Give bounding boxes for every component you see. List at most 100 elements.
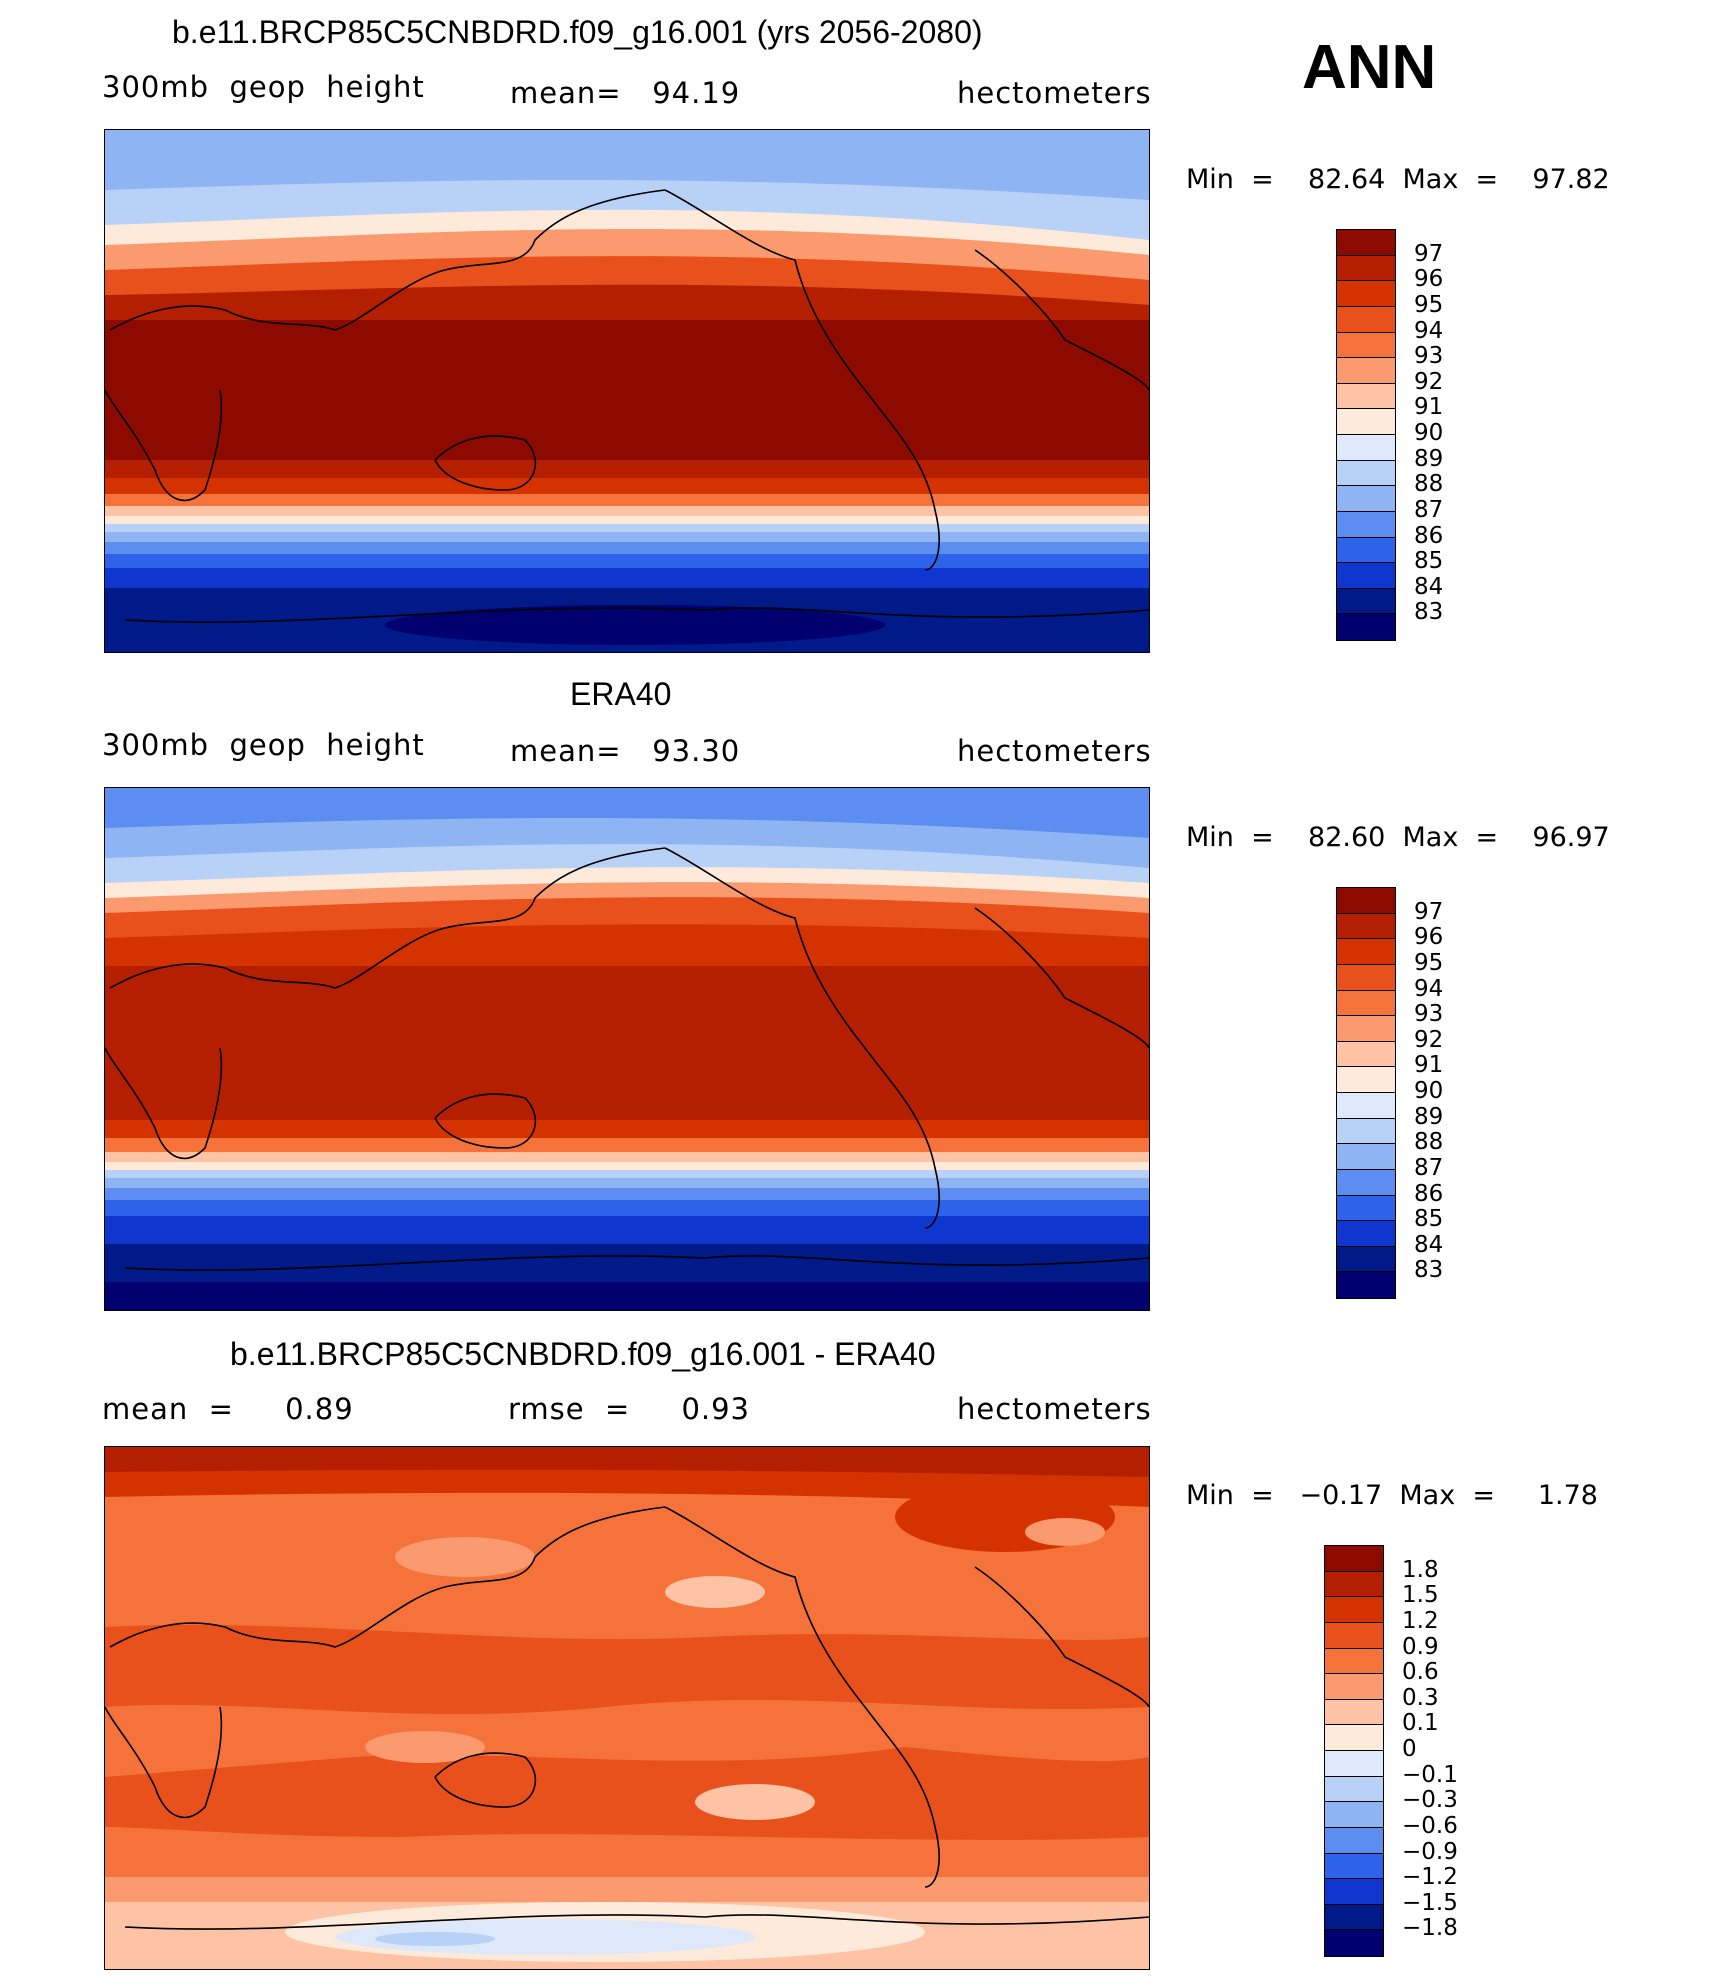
colorbar-swatch	[1325, 1827, 1383, 1854]
colorbar-swatch	[1337, 383, 1395, 410]
colorbar-level-label: 94	[1414, 975, 1444, 1002]
colorbar-level-label: 96	[1414, 924, 1444, 951]
panel1-units-label: hectometers	[957, 76, 1152, 110]
colorbar-level-label: 89	[1414, 445, 1444, 472]
colorbar-level-label: −0.1	[1402, 1761, 1458, 1788]
colorbar-level-label: 1.2	[1402, 1607, 1439, 1634]
colorbar-swatch	[1337, 435, 1395, 461]
colorbar-level-label: 97	[1414, 240, 1444, 267]
colorbar-swatch	[1325, 1802, 1383, 1828]
colorbar-level-label: 85	[1414, 548, 1444, 575]
colorbar-swatch	[1337, 537, 1395, 564]
colorbar-level-label: 92	[1414, 368, 1444, 395]
colorbar-swatch	[1337, 1144, 1395, 1170]
colorbar-swatch	[1325, 1648, 1383, 1675]
colorbar-swatch	[1325, 1546, 1383, 1572]
panel3-mean-label: mean = 0.89	[102, 1392, 354, 1426]
colorbar-swatch	[1325, 1622, 1383, 1649]
panel3-rmse-label: rmse = 0.93	[508, 1392, 751, 1426]
colorbar-level-label: 84	[1414, 573, 1444, 600]
colorbar-swatch	[1337, 588, 1395, 615]
season-label: ANN	[1302, 33, 1437, 102]
colorbar-level-label: 91	[1414, 394, 1444, 421]
colorbar-swatch	[1337, 409, 1395, 435]
colorbar-swatch	[1337, 964, 1395, 991]
colorbar-level-label: 92	[1414, 1026, 1444, 1053]
colorbar-level-label: 90	[1414, 1078, 1444, 1104]
colorbar-level-label: 84	[1414, 1231, 1444, 1258]
colorbar-swatch	[1337, 281, 1395, 307]
colorbar-swatch	[1325, 1751, 1383, 1777]
colorbar-level-label: 90	[1414, 420, 1444, 446]
colorbar-level-label: 88	[1414, 1129, 1444, 1156]
colorbar-level-label: 97	[1414, 898, 1444, 925]
colorbar-swatch	[1337, 563, 1395, 589]
colorbar-level-label: 0.9	[1402, 1633, 1439, 1660]
colorbar-swatch	[1337, 1272, 1395, 1298]
panel1-map	[104, 129, 1150, 653]
colorbar-swatch	[1337, 1067, 1395, 1093]
colorbar-level-label: 0.1	[1402, 1710, 1439, 1737]
colorbar-swatch	[1337, 1221, 1395, 1247]
panel2-title: ERA40	[570, 676, 672, 712]
colorbar-level-label: 87	[1414, 1154, 1444, 1181]
colorbar-level-label: 94	[1414, 317, 1444, 344]
colorbar-level-label: 91	[1414, 1052, 1444, 1079]
panel2-map	[104, 787, 1150, 1311]
colorbar-swatch	[1325, 1853, 1383, 1880]
colorbar-swatch	[1337, 255, 1395, 282]
colorbar-swatch	[1337, 306, 1395, 333]
colorbar-swatch	[1325, 1597, 1383, 1623]
colorbar-swatch	[1337, 1016, 1395, 1042]
colorbar-swatch	[1337, 1246, 1395, 1273]
panel3-units-label: hectometers	[957, 1392, 1152, 1426]
colorbar-level-label: −0.6	[1402, 1812, 1458, 1839]
panel1-colorbar	[1336, 229, 1396, 641]
colorbar-swatch	[1337, 486, 1395, 512]
panel2-variable-label: 300mb geop height	[102, 728, 425, 762]
colorbar-level-label: 87	[1414, 496, 1444, 523]
colorbar-swatch	[1337, 1118, 1395, 1145]
colorbar-level-label: 1.8	[1402, 1556, 1439, 1583]
panel3-map	[104, 1446, 1150, 1970]
colorbar-level-label: 86	[1414, 522, 1444, 549]
panel2-minmax: Min = 82.60 Max = 96.97	[1186, 822, 1610, 853]
panel1-mean-label: mean= 94.19	[510, 76, 741, 110]
panel3-contour-map	[105, 1447, 1149, 1969]
panel1-contour-map	[105, 130, 1149, 652]
colorbar-swatch	[1337, 332, 1395, 359]
colorbar-level-label: 96	[1414, 266, 1444, 293]
colorbar-level-label: 85	[1414, 1206, 1444, 1233]
panel2-mean-label: mean= 93.30	[510, 734, 741, 768]
colorbar-swatch	[1325, 1674, 1383, 1700]
colorbar-swatch	[1337, 1041, 1395, 1068]
colorbar-level-label: 88	[1414, 471, 1444, 498]
colorbar-level-label: 95	[1414, 949, 1444, 976]
colorbar-swatch	[1325, 1879, 1383, 1905]
colorbar-level-label: −0.3	[1402, 1787, 1458, 1814]
colorbar-level-label: 83	[1414, 1257, 1444, 1284]
panel2-units-label: hectometers	[957, 734, 1152, 768]
colorbar-level-label: 0	[1402, 1736, 1417, 1762]
colorbar-level-label: 1.5	[1402, 1582, 1439, 1609]
colorbar-swatch	[1337, 511, 1395, 538]
colorbar-swatch	[1337, 460, 1395, 487]
colorbar-swatch	[1337, 1169, 1395, 1196]
colorbar-swatch	[1325, 1930, 1383, 1956]
panel3-colorbar	[1324, 1545, 1384, 1957]
panel3-title: b.e11.BRCP85C5CNBDRD.f09_g16.001 - ERA40	[230, 1336, 936, 1372]
colorbar-level-label: 86	[1414, 1180, 1444, 1207]
colorbar-swatch	[1325, 1699, 1383, 1726]
colorbar-level-label: 89	[1414, 1103, 1444, 1130]
colorbar-level-label: −0.9	[1402, 1838, 1458, 1865]
colorbar-swatch	[1337, 888, 1395, 914]
colorbar-swatch	[1325, 1725, 1383, 1751]
colorbar-level-label: 83	[1414, 599, 1444, 626]
colorbar-level-label: −1.2	[1402, 1864, 1458, 1891]
colorbar-swatch	[1337, 939, 1395, 965]
colorbar-level-label: 0.6	[1402, 1659, 1439, 1686]
colorbar-swatch	[1337, 1093, 1395, 1119]
panel1-variable-label: 300mb geop height	[102, 70, 425, 104]
colorbar-level-label: 93	[1414, 1001, 1444, 1028]
colorbar-swatch	[1337, 230, 1395, 256]
